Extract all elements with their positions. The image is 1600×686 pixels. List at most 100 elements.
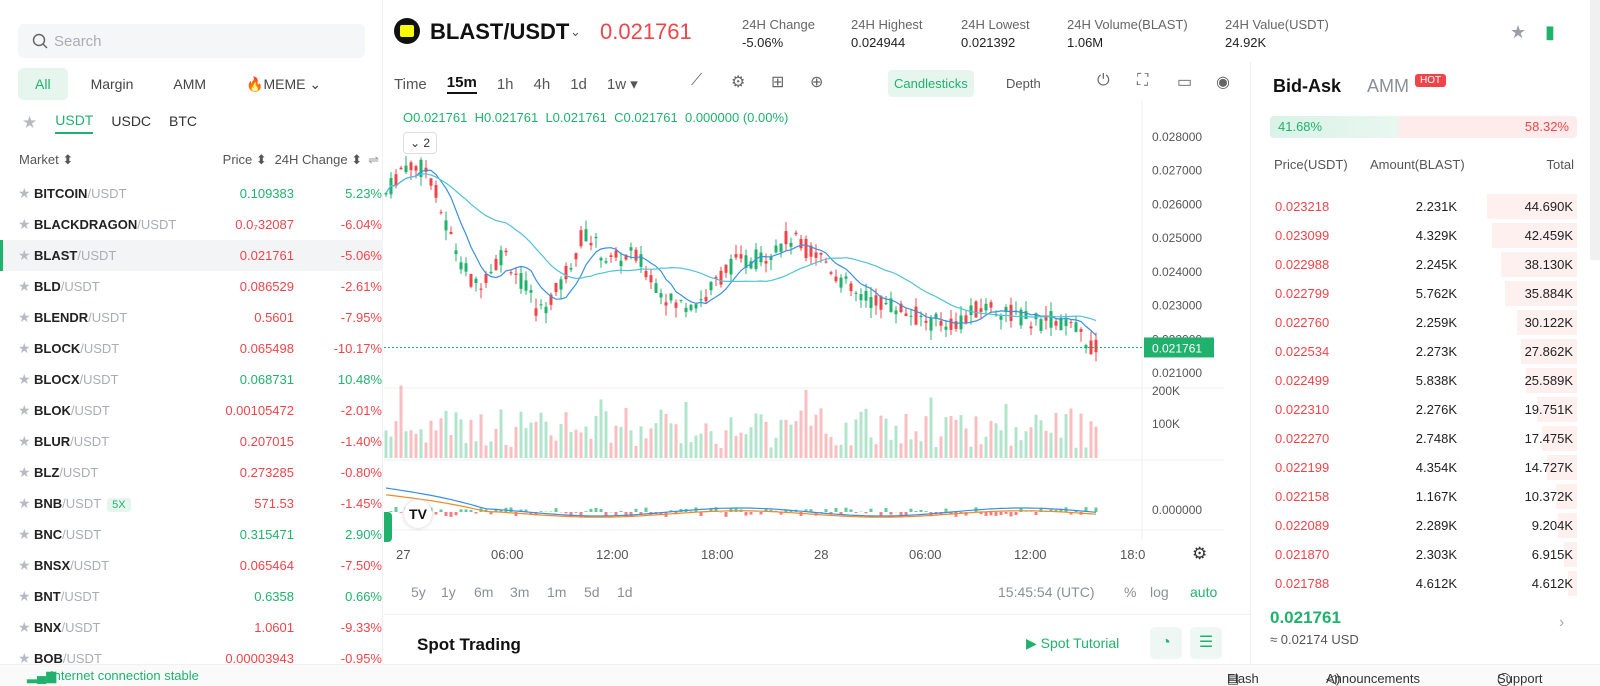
star-icon[interactable]: ★: [18, 619, 31, 635]
ask-row[interactable]: 0.022534 2.273K 27.862K: [1270, 337, 1577, 366]
market-row[interactable]: ★ BNT/USDT 0.6358 0.66%: [0, 581, 383, 612]
tf-1w[interactable]: 1w ▾: [606, 76, 638, 93]
ask-row[interactable]: 0.022310 2.276K 19.751K: [1270, 395, 1577, 424]
tf-1h[interactable]: 1h: [496, 75, 514, 93]
quote-tab-btc[interactable]: BTC: [169, 113, 198, 129]
scale-percent[interactable]: %: [1124, 584, 1137, 600]
ask-row[interactable]: 0.021870 2.303K 6.915K: [1270, 540, 1577, 569]
indicator-icon[interactable]: ⟋: [691, 72, 703, 89]
market-row[interactable]: ★ BLAST/USDT 0.021761 -5.06%: [0, 240, 383, 271]
market-row[interactable]: ★ BLACKDRAGON/USDT 0.0₇32087 -6.04%: [0, 209, 383, 240]
tf-1d[interactable]: 1d: [570, 75, 587, 93]
market-row[interactable]: ★ BITCOIN/USDT 0.109383 5.23%: [0, 178, 383, 209]
star-icon[interactable]: ★: [18, 557, 31, 573]
add-icon[interactable]: ⊕: [810, 74, 824, 91]
pie-chart-icon[interactable]: ◔: [1150, 627, 1182, 659]
tradingview-logo-icon[interactable]: TV: [404, 500, 432, 528]
quote-tab-usdc[interactable]: USDC: [111, 113, 152, 129]
star-icon[interactable]: ★: [18, 216, 31, 232]
notebook-icon[interactable]: ▮: [1545, 22, 1555, 42]
settings-icon[interactable]: ⚙: [731, 74, 746, 91]
range-3m[interactable]: 3m: [510, 584, 530, 600]
ask-row[interactable]: 0.022799 5.762K 35.884K: [1270, 279, 1577, 308]
ask-row[interactable]: 0.022988 2.245K 38.130K: [1270, 250, 1577, 279]
market-row[interactable]: ★ BLOCX/USDT 0.068731 10.48%: [0, 364, 383, 395]
range-5d[interactable]: 5d: [584, 584, 600, 600]
tab-all[interactable]: All: [18, 68, 68, 100]
ask-row[interactable]: 0.021788 4.612K 4.612K: [1270, 569, 1577, 598]
fullscreen-icon[interactable]: ⛶: [1137, 72, 1149, 89]
tf-time[interactable]: Time: [394, 75, 427, 93]
market-row[interactable]: ★ BLOCK/USDT 0.065498 -10.17%: [0, 333, 383, 364]
market-row[interactable]: ★ BLZ/USDT 0.273285 -0.80%: [0, 457, 383, 488]
chart-canvas[interactable]: 0.028000 0.027000 0.026000 0.025000 0.024000…: [384, 100, 1250, 570]
scale-log[interactable]: log: [1150, 584, 1169, 600]
range-5y[interactable]: 5y: [411, 584, 426, 600]
swap-columns-icon[interactable]: ⇌: [368, 152, 379, 167]
tab-amm[interactable]: AMM: [173, 76, 207, 92]
star-icon[interactable]: ★: [18, 371, 31, 387]
page-scrollbar[interactable]: [1590, 0, 1600, 260]
ask-row[interactable]: 0.022158 1.167K 10.372K: [1270, 482, 1577, 511]
star-icon[interactable]: ★: [18, 185, 31, 201]
range-1d[interactable]: 1d: [617, 584, 633, 600]
pair-name[interactable]: BLAST/USDT: [430, 19, 570, 44]
star-icon[interactable]: ★: [18, 278, 31, 294]
tab-bid-ask[interactable]: Bid-Ask: [1273, 76, 1342, 96]
market-row[interactable]: ★ BLUR/USDT 0.207015 -1.40%: [0, 426, 383, 457]
header-price[interactable]: Price ⬍: [222, 152, 267, 167]
ask-row[interactable]: 0.022270 2.748K 17.475K: [1270, 424, 1577, 453]
quote-tab-usdt[interactable]: USDT: [55, 112, 94, 134]
header-change[interactable]: 24H Change ⬍: [274, 152, 363, 167]
tf-4h[interactable]: 4h: [533, 75, 551, 93]
layout-icon[interactable]: ▭: [1177, 74, 1193, 91]
search-input[interactable]: Search: [18, 24, 365, 58]
market-row[interactable]: ★ BOB/USDT 0.00003943 -0.95%: [0, 643, 383, 674]
panel-collapse-handle[interactable]: [384, 512, 392, 542]
star-icon[interactable]: ★: [18, 526, 31, 542]
ask-row[interactable]: 0.023099 4.329K 42.459K: [1270, 221, 1577, 250]
star-icon[interactable]: ★: [18, 495, 31, 511]
market-row[interactable]: ★ BNC/USDT 0.315471 2.90%: [0, 519, 383, 550]
view-depth[interactable]: Depth: [1006, 76, 1041, 91]
indicator-toggle[interactable]: ⌄ 2: [403, 132, 437, 154]
ask-row[interactable]: 0.022089 2.289K 9.204K: [1270, 511, 1577, 540]
camera-icon[interactable]: ◉: [1216, 74, 1230, 91]
star-icon[interactable]: ★: [18, 464, 31, 480]
sliders-icon[interactable]: ☰: [1190, 627, 1222, 659]
range-6m[interactable]: 6m: [474, 584, 494, 600]
header-market[interactable]: Market ⬍: [19, 152, 74, 167]
tf-15m[interactable]: 15m: [446, 74, 477, 94]
compare-icon[interactable]: ⊞: [771, 74, 785, 91]
view-candlesticks[interactable]: Candlesticks: [888, 70, 974, 97]
star-icon[interactable]: ★: [18, 247, 31, 263]
tab-margin[interactable]: Margin: [90, 76, 134, 92]
ask-row[interactable]: 0.022199 4.354K 14.727K: [1270, 453, 1577, 482]
price-chart[interactable]: 0.028000 0.027000 0.026000 0.025000 0.024000…: [384, 100, 1250, 570]
market-row[interactable]: ★ BNX/USDT 1.0601 -9.33%: [0, 612, 383, 643]
favorites-star-icon[interactable]: ★: [22, 113, 38, 132]
market-row[interactable]: ★ BNB/USDT 5X 571.53 -1.45%: [0, 488, 383, 519]
market-row[interactable]: ★ BLENDR/USDT 0.5601 -7.95%: [0, 302, 383, 333]
ask-row[interactable]: 0.022499 5.838K 25.589K: [1270, 366, 1577, 395]
star-icon[interactable]: ★: [18, 588, 31, 604]
power-icon[interactable]: ⏻: [1097, 72, 1110, 89]
market-row[interactable]: ★ BLD/USDT 0.086529 -2.61%: [0, 271, 383, 302]
chevron-down-icon[interactable]: ⌄: [570, 24, 581, 39]
ask-row[interactable]: 0.023218 2.231K 44.690K: [1270, 192, 1577, 221]
star-icon[interactable]: ★: [18, 402, 31, 418]
favorite-star-icon[interactable]: ★: [1510, 22, 1527, 42]
star-icon[interactable]: ★: [18, 433, 31, 449]
chevron-right-icon[interactable]: ›: [1559, 614, 1565, 631]
range-1y[interactable]: 1y: [441, 584, 456, 600]
range-1m[interactable]: 1m: [547, 584, 567, 600]
market-row[interactable]: ★ BNSX/USDT 0.065464 -7.50%: [0, 550, 383, 581]
tab-amm-book[interactable]: AMM: [1367, 76, 1410, 96]
scale-auto[interactable]: auto: [1190, 584, 1218, 600]
spot-tutorial-link[interactable]: ▶ Spot Tutorial: [1026, 635, 1119, 652]
star-icon[interactable]: ★: [18, 340, 31, 356]
chart-settings-icon[interactable]: ⚙: [1192, 544, 1208, 563]
market-row[interactable]: ★ BLOK/USDT 0.00105472 -2.01%: [0, 395, 383, 426]
tab-meme[interactable]: 🔥MEME ⌄: [246, 76, 322, 92]
star-icon[interactable]: ★: [18, 309, 31, 325]
